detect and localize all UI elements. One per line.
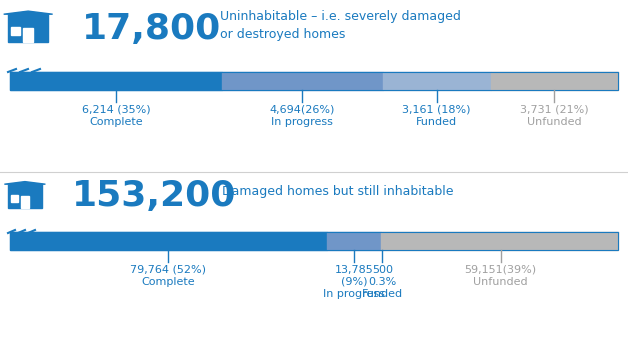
Text: 3,161 (18%): 3,161 (18%)	[403, 105, 471, 115]
Text: 4,694(26%): 4,694(26%)	[270, 105, 335, 115]
Bar	[10, 72, 222, 90]
Bar	[21, 196, 30, 208]
Text: Complete: Complete	[141, 277, 195, 287]
Text: 79,764 (52%): 79,764 (52%)	[130, 265, 206, 275]
Bar	[222, 72, 382, 90]
Text: Damaged homes but still inhabitable: Damaged homes but still inhabitable	[222, 185, 453, 198]
Bar	[8, 14, 48, 42]
Polygon shape	[4, 181, 45, 184]
Text: 153,200: 153,200	[72, 179, 236, 213]
Bar	[23, 28, 33, 42]
Text: 17,800: 17,800	[82, 12, 221, 46]
Bar	[10, 72, 618, 90]
Bar	[382, 72, 490, 90]
Bar	[327, 232, 381, 250]
Text: 6,214 (35%): 6,214 (35%)	[82, 105, 151, 115]
Text: 500: 500	[372, 265, 392, 275]
Text: (9%): (9%)	[340, 277, 367, 287]
Bar	[10, 232, 618, 250]
Text: Uninhabitable – i.e. severely damaged: Uninhabitable – i.e. severely damaged	[220, 10, 461, 23]
Text: Funded: Funded	[362, 289, 403, 299]
Text: 0.3%: 0.3%	[368, 277, 396, 287]
Text: 13,785: 13,785	[335, 265, 373, 275]
Bar	[383, 232, 618, 250]
Text: In progress: In progress	[323, 289, 385, 299]
Bar	[8, 184, 42, 208]
Text: 3,731 (21%): 3,731 (21%)	[520, 105, 588, 115]
Bar	[11, 195, 18, 202]
Text: Unfunded: Unfunded	[527, 117, 582, 127]
Text: In progress: In progress	[271, 117, 333, 127]
Bar	[10, 232, 327, 250]
Bar	[490, 72, 618, 90]
Text: Unfunded: Unfunded	[474, 277, 528, 287]
Text: 59,151(39%): 59,151(39%)	[465, 265, 537, 275]
Text: Complete: Complete	[89, 117, 143, 127]
Bar	[11, 27, 20, 35]
Text: or destroyed homes: or destroyed homes	[220, 28, 345, 41]
Polygon shape	[4, 11, 53, 14]
Bar	[381, 232, 383, 250]
Text: Funded: Funded	[416, 117, 457, 127]
